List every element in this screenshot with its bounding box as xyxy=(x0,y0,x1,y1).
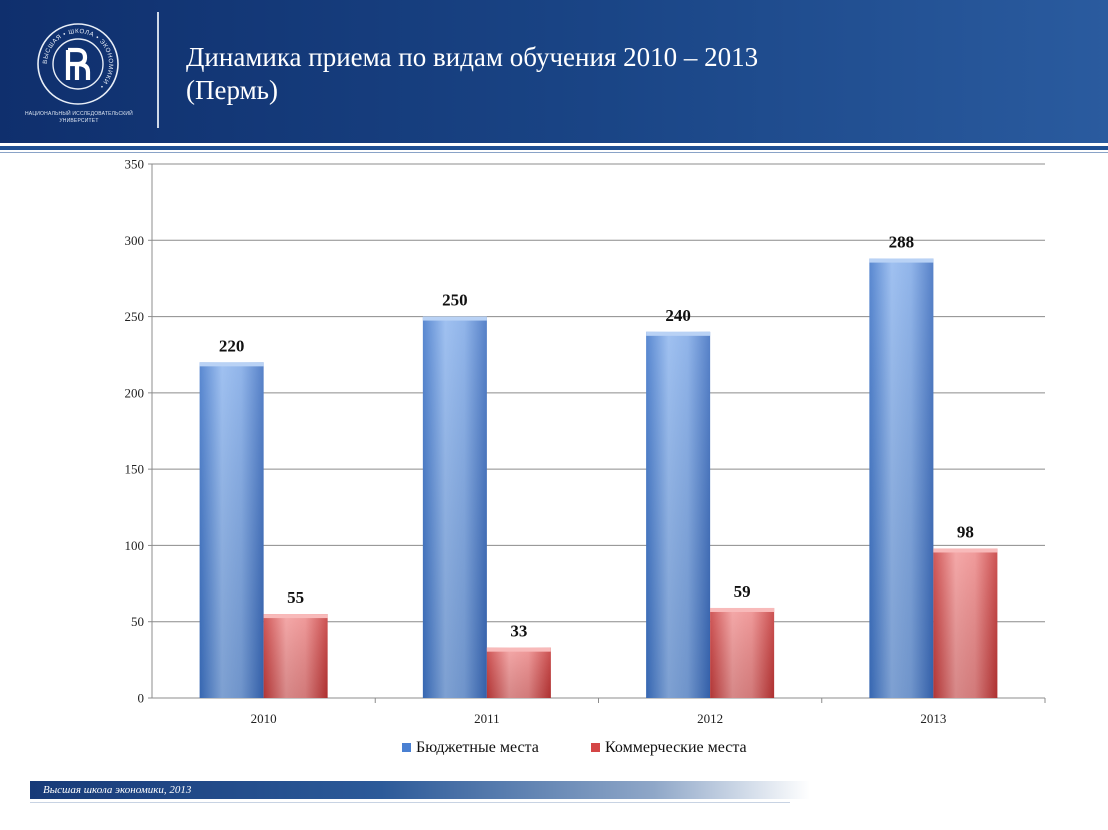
data-label: 55 xyxy=(287,588,304,607)
data-label: 220 xyxy=(219,336,245,355)
bar-cap xyxy=(869,258,934,263)
logo-caption-line2: УНИВЕРСИТЕТ xyxy=(59,118,99,124)
bars xyxy=(199,258,998,698)
legend-label-commercial: Коммерческие места xyxy=(605,739,747,756)
bar-cap xyxy=(646,331,711,336)
header-banner xyxy=(0,0,1108,143)
footer-rule xyxy=(30,802,790,803)
y-tick-label: 50 xyxy=(131,614,144,629)
y-tick-label: 200 xyxy=(125,385,145,400)
logo-caption-line1: НАЦИОНАЛЬНЫЙ ИССЛЕДОВАТЕЛЬСКИЙ xyxy=(25,111,133,117)
bar-shade xyxy=(263,614,328,698)
hse-logo-icon: ВЫСШАЯ • ШКОЛА • ЭКОНОМИКИ • xyxy=(37,23,119,105)
bar-shade xyxy=(869,258,934,698)
footer-bar xyxy=(30,781,810,799)
bar-shade xyxy=(933,548,998,698)
bar-shade xyxy=(199,362,264,698)
y-tick-label: 150 xyxy=(125,462,145,477)
y-tick-label: 350 xyxy=(125,157,145,172)
y-tick-label: 250 xyxy=(125,309,145,324)
header-underline xyxy=(0,146,1108,150)
data-label: 240 xyxy=(665,306,691,325)
x-tick-label: 2010 xyxy=(251,711,277,726)
data-label: 59 xyxy=(734,582,751,601)
bar-cap xyxy=(710,607,775,612)
x-tick-label: 2012 xyxy=(697,711,723,726)
data-label: 288 xyxy=(889,233,915,252)
bar-cap xyxy=(422,316,487,321)
y-tick-label: 0 xyxy=(138,691,145,706)
bar-shade xyxy=(422,316,487,698)
logo-caption: НАЦИОНАЛЬНЫЙ ИССЛЕДОВАТЕЛЬСКИЙ УНИВЕРСИТ… xyxy=(20,111,138,125)
y-tick-label: 300 xyxy=(125,233,145,248)
bar-cap xyxy=(486,647,551,652)
bar-shade xyxy=(710,607,775,698)
data-label: 98 xyxy=(957,522,974,541)
header-divider xyxy=(157,12,159,128)
legend: Бюджетные места Коммерческие места xyxy=(402,739,747,756)
x-tick-label: 2011 xyxy=(474,711,500,726)
bar-cap xyxy=(933,548,998,553)
bar-cap xyxy=(263,614,328,619)
y-tick-label: 100 xyxy=(125,538,145,553)
page-title-line2: (Пермь) xyxy=(186,75,278,105)
data-label: 33 xyxy=(510,622,527,641)
bar-shade xyxy=(486,647,551,698)
x-tick-label: 2013 xyxy=(920,711,946,726)
page-title: Динамика приема по видам обучения 2010 –… xyxy=(186,41,758,107)
legend-swatch-budget xyxy=(402,743,411,752)
bar-cap xyxy=(199,362,264,367)
footer-text: Высшая школа экономики, 2013 xyxy=(43,784,192,796)
header-underline-thin xyxy=(0,152,1108,153)
page-title-line1: Динамика приема по видам обучения 2010 –… xyxy=(186,42,759,72)
bar-shade xyxy=(646,331,711,698)
data-label: 250 xyxy=(442,291,468,310)
data-labels: 220 55 250 33 240 59 288 98 xyxy=(219,233,974,641)
legend-swatch-commercial xyxy=(591,743,600,752)
legend-label-budget: Бюджетные места xyxy=(416,739,539,756)
